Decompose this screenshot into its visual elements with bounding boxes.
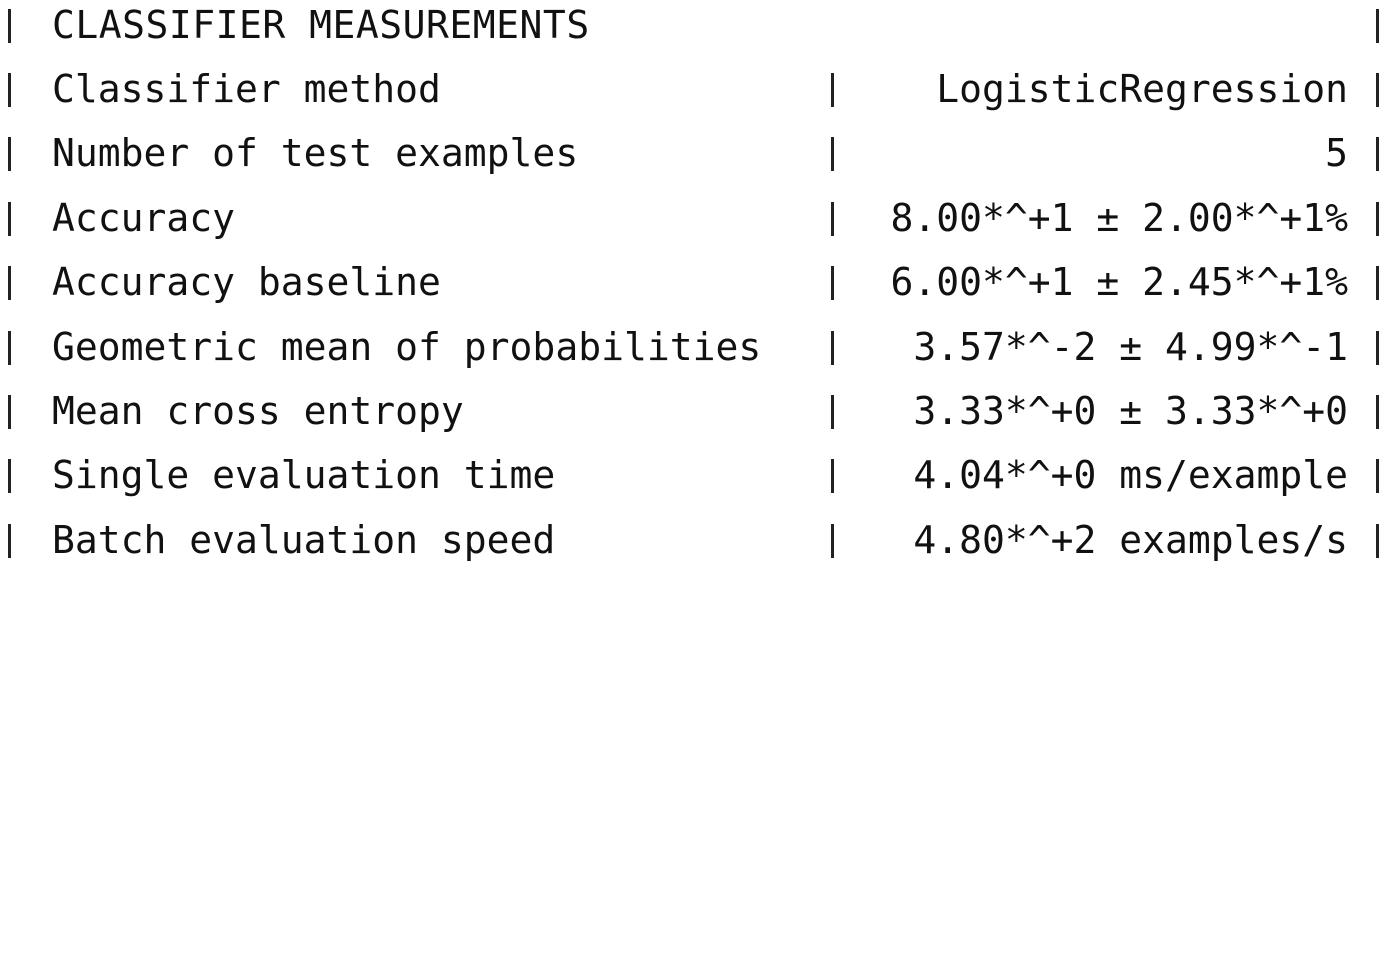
column-separator [831,331,834,365]
row-label: Batch evaluation speed [52,518,556,562]
table-title-row: CLASSIFIER MEASUREMENTS [0,0,1400,57]
row-value: 8.00*^+1 ± 2.00*^+1% [890,196,1348,240]
row-label: Geometric mean of probabilities [52,325,762,369]
table-row: Number of test examples 5 [0,121,1400,185]
left-border [8,137,11,171]
row-value: 3.33*^+0 ± 3.33*^+0 [913,389,1348,433]
right-border [1376,331,1379,365]
table-title: CLASSIFIER MEASUREMENTS [52,3,590,47]
row-label: Classifier method [52,67,441,111]
column-separator [831,73,834,107]
right-border [1376,137,1379,171]
right-border [1376,524,1379,558]
left-border [8,202,11,236]
table-row: Classifier method LogisticRegression [0,57,1400,121]
right-border [1376,459,1379,493]
row-label: Number of test examples [52,131,579,175]
row-value: LogisticRegression [936,67,1348,111]
left-border [8,266,11,300]
column-separator [831,395,834,429]
column-separator [831,266,834,300]
row-value: 6.00*^+1 ± 2.45*^+1% [890,260,1348,304]
right-border [1376,202,1379,236]
row-value: 3.57*^-2 ± 4.99*^-1 [913,325,1348,369]
table-row: Accuracy baseline 6.00*^+1 ± 2.45*^+1% [0,250,1400,314]
left-border [8,9,11,43]
row-value: 4.04*^+0 ms/example [913,453,1348,497]
left-border [8,395,11,429]
classifier-measurements-table: CLASSIFIER MEASUREMENTS Classifier metho… [0,0,1400,572]
right-border [1376,73,1379,107]
column-separator [831,137,834,171]
table-row: Geometric mean of probabilities 3.57*^-2… [0,315,1400,379]
table-row: Single evaluation time 4.04*^+0 ms/examp… [0,443,1400,507]
table-row: Mean cross entropy 3.33*^+0 ± 3.33*^+0 [0,379,1400,443]
column-separator [831,459,834,493]
row-label: Mean cross entropy [52,389,464,433]
row-label: Single evaluation time [52,453,556,497]
row-label: Accuracy baseline [52,260,441,304]
left-border [8,331,11,365]
left-border [8,73,11,107]
table-row: Batch evaluation speed 4.80*^+2 examples… [0,508,1400,572]
column-separator [831,524,834,558]
right-border [1376,9,1379,43]
left-border [8,524,11,558]
right-border [1376,266,1379,300]
column-separator [831,202,834,236]
right-border [1376,395,1379,429]
left-border [8,459,11,493]
table-row: Accuracy 8.00*^+1 ± 2.00*^+1% [0,186,1400,250]
row-value: 5 [1325,131,1348,175]
row-value: 4.80*^+2 examples/s [913,518,1348,562]
row-label: Accuracy [52,196,236,240]
